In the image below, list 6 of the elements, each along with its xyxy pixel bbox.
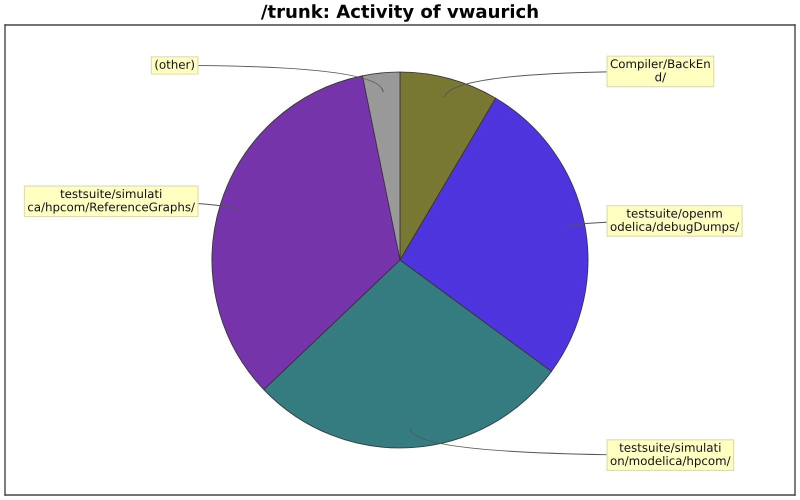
chart-title: /trunk: Activity of vwaurich (260, 4, 538, 22)
slice-label: Compiler/BackEn d/ (610, 59, 710, 82)
slice-label: testsuite/openm odelica/debugDumps/ (610, 208, 740, 234)
slice-label: (other) (155, 60, 194, 70)
slice-label: testsuite/simulati ca/hpcom/ReferenceGraphs/ (28, 189, 195, 214)
slice-label: testsuite/simulati on/modelica/hpcom/ (610, 442, 731, 468)
